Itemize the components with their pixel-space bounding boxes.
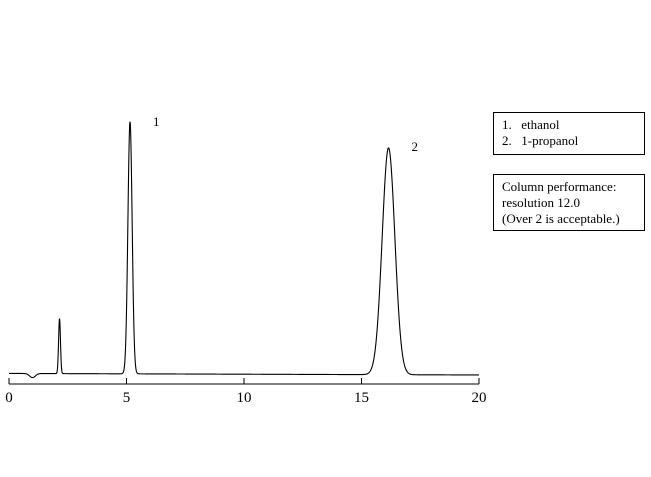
x-tick-label-20: 20: [472, 390, 487, 406]
performance-heading: Column performance:: [502, 179, 617, 194]
x-tick-label-15: 15: [354, 390, 369, 406]
chromatogram-trace: [9, 121, 479, 379]
peak-label-1: 1: [153, 114, 160, 129]
column-performance-box: Column performance: resolution 12.0 (Ove…: [493, 174, 645, 231]
x-tick-label-0: 0: [5, 390, 13, 406]
performance-resolution: resolution 12.0: [502, 195, 580, 210]
legend-item-1-number: 1.: [502, 117, 512, 132]
legend-item-2-name: 1-propanol: [521, 133, 579, 148]
legend-item-2: 2. 1-propanol: [502, 133, 636, 149]
legend-item-1: 1. ethanol: [502, 117, 636, 133]
legend-item-2-number: 2.: [502, 133, 512, 148]
peak-legend: 1. ethanol 2. 1-propanol: [493, 112, 645, 155]
x-tick-label-10: 10: [237, 390, 252, 406]
legend-item-1-name: ethanol: [521, 117, 560, 132]
x-tick-label-5: 5: [123, 390, 131, 406]
performance-note: (Over 2 is acceptable.): [502, 211, 620, 226]
peak-label-2: 2: [412, 139, 419, 154]
